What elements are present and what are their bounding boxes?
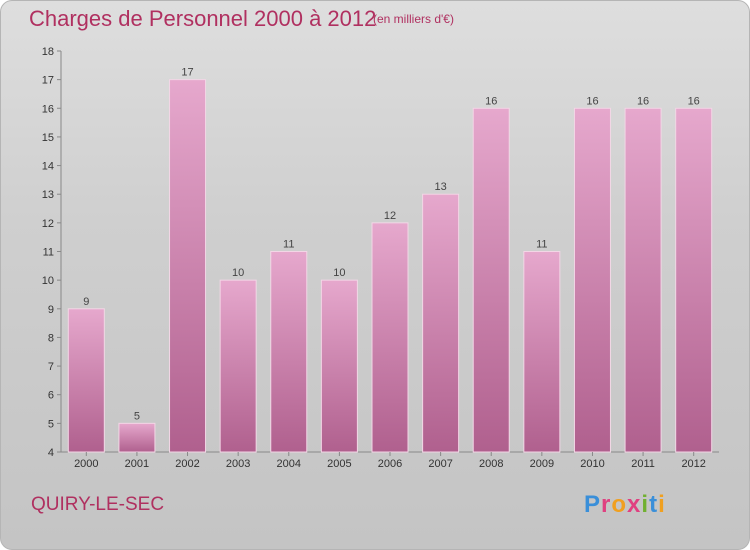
chart-title: Charges de Personnel 2000 à 2012	[29, 6, 377, 31]
bar	[67, 308, 105, 453]
x-tick-label: 2006	[378, 458, 402, 470]
bar	[624, 107, 662, 453]
y-tick-label: 9	[48, 304, 54, 316]
y-tick-label: 17	[42, 75, 54, 87]
y-tick-label: 11	[43, 247, 54, 259]
x-tick-label: 2007	[428, 458, 452, 470]
bar	[573, 107, 611, 453]
x-tick-label: 2004	[277, 458, 301, 470]
town-name: QUIRY-LE-SEC	[31, 494, 165, 515]
bar	[371, 222, 409, 453]
x-tick-label: 2011	[631, 458, 655, 470]
x-tick-label: 2001	[125, 458, 149, 470]
y-tick-label: 13	[42, 189, 54, 201]
y-tick-label: 14	[42, 161, 54, 173]
bar	[118, 422, 156, 453]
x-tick-label: 2005	[327, 458, 351, 470]
logo-letter-i2: i	[658, 491, 666, 518]
y-tick-label: 16	[42, 103, 54, 115]
chart-subtitle: (en milliers d'€)	[373, 12, 454, 26]
x-tick-label: 2008	[479, 458, 503, 470]
bar-value-label: 9	[83, 296, 89, 308]
bar-value-label: 16	[485, 95, 497, 107]
x-tick-label: 2003	[226, 458, 250, 470]
bar	[523, 251, 561, 453]
x-tick-label: 2012	[681, 458, 705, 470]
bar	[320, 279, 358, 453]
bar-value-label: 10	[333, 267, 345, 279]
logo-letter-r: r	[601, 491, 612, 518]
x-tick-label: 2009	[530, 458, 554, 470]
x-tick-label: 2010	[580, 458, 604, 470]
logo-letter-i: i	[641, 491, 650, 518]
y-tick-label: 18	[42, 46, 54, 58]
bar-value-label: 10	[232, 267, 244, 279]
bar	[422, 193, 460, 453]
y-tick-label: 10	[42, 275, 54, 287]
bar	[270, 251, 308, 453]
bar-value-label: 16	[637, 95, 649, 107]
y-tick-label: 7	[48, 361, 54, 373]
logo-letter-p: P	[584, 491, 602, 518]
bar-value-label: 5	[134, 410, 140, 422]
bar-value-label: 16	[586, 95, 598, 107]
bar	[169, 79, 207, 453]
proxiti-logo[interactable]: Proxiti	[584, 491, 666, 519]
bar-value-label: 13	[434, 181, 446, 193]
logo-letter-o: o	[611, 491, 628, 518]
y-tick-label: 4	[48, 447, 54, 459]
bar-value-label: 11	[283, 239, 294, 251]
bar	[472, 107, 510, 453]
y-tick-label: 6	[48, 390, 54, 402]
logo-letter-x: x	[627, 491, 642, 518]
logo-letter-t: t	[649, 491, 659, 518]
bar-value-label: 17	[181, 67, 193, 79]
bar-value-label: 11	[536, 239, 547, 251]
x-tick-label: 2000	[74, 458, 98, 470]
bar-value-label: 16	[688, 95, 700, 107]
y-tick-label: 5	[48, 418, 54, 430]
x-tick-label: 2002	[175, 458, 199, 470]
bar	[675, 107, 713, 453]
bar	[219, 279, 257, 453]
bar-value-label: 12	[384, 210, 396, 222]
y-tick-label: 12	[42, 218, 54, 230]
y-tick-label: 8	[48, 332, 54, 344]
y-tick-label: 15	[42, 132, 54, 144]
